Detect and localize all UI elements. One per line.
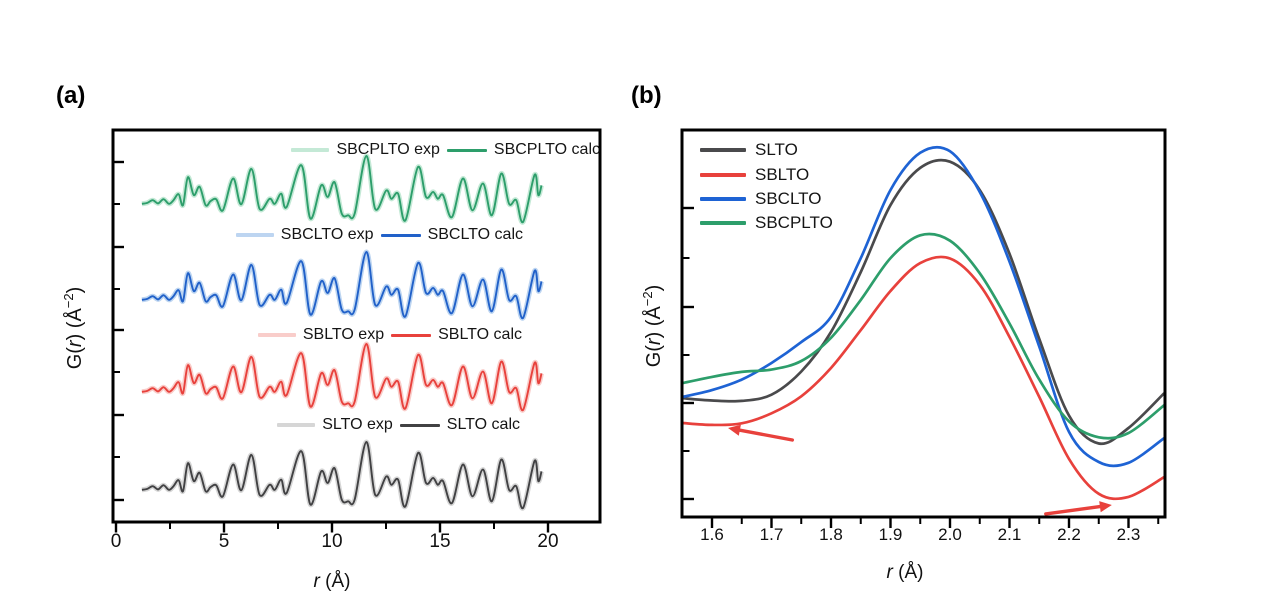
annotation-arrow-2 <box>1044 501 1112 516</box>
curve-sbclto <box>682 145 1165 468</box>
curve-sbcplto <box>682 232 1166 440</box>
panel-a-frame <box>111 128 602 524</box>
panel-b-frame <box>680 128 1167 519</box>
curve-sbcplto-calc <box>141 155 543 224</box>
curve-slto <box>682 158 1166 446</box>
curve-sbclto-calc <box>141 251 543 320</box>
curve-slto-calc <box>141 441 543 510</box>
annotation-arrow-1 <box>728 424 795 442</box>
curve-sblto-calc <box>141 343 543 412</box>
curve-sblto <box>682 255 1165 501</box>
